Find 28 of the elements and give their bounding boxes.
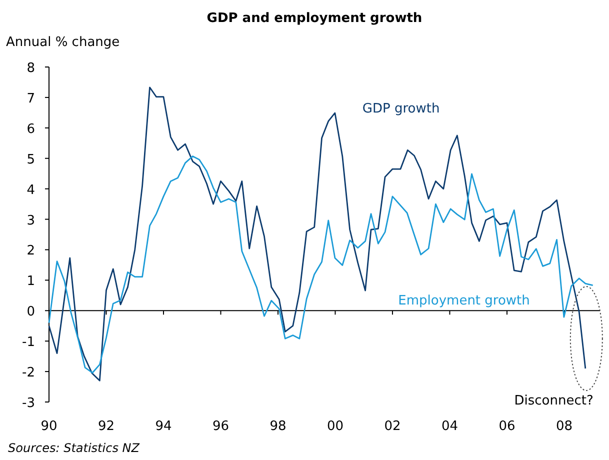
y-tick-label: -3 [22,396,35,411]
y-tick-label: 4 [26,182,35,198]
y-tick-label: 3 [26,213,35,228]
y-tick-label: -2 [22,366,35,381]
y-tick-label: 2 [26,244,35,259]
annotation: Disconnect? [514,394,594,408]
y-tick-label: -1 [22,335,35,350]
y-tick-label: 7 [26,91,35,106]
y-tick-label: 6 [26,122,35,137]
y-axis-title: Annual % change [6,35,120,50]
y-tick-label: 1 [26,274,35,290]
x-tick-label: 00 [326,419,344,434]
text: Employment growth [398,294,530,309]
x-tick-label: 06 [498,419,516,434]
x-tick-label: 98 [270,419,286,434]
source-note: Sources: Statistics NZ [8,441,140,455]
y-tick-label: 8 [26,61,35,76]
y-tick-label: 0 [26,304,35,320]
x-tick-label: 08 [556,419,572,434]
y-tick-label: 5 [26,152,35,168]
x-tick-label: 94 [155,419,172,434]
x-tick-label: 04 [441,419,458,434]
chart-title: GDP and employment growth [206,11,422,26]
x-tick-label: 90 [40,419,58,434]
series-label: GDP growth [362,102,440,117]
x-tick-label: 92 [98,419,115,434]
x-tick-label: 02 [384,419,401,434]
x-tick-label: 96 [212,419,230,434]
